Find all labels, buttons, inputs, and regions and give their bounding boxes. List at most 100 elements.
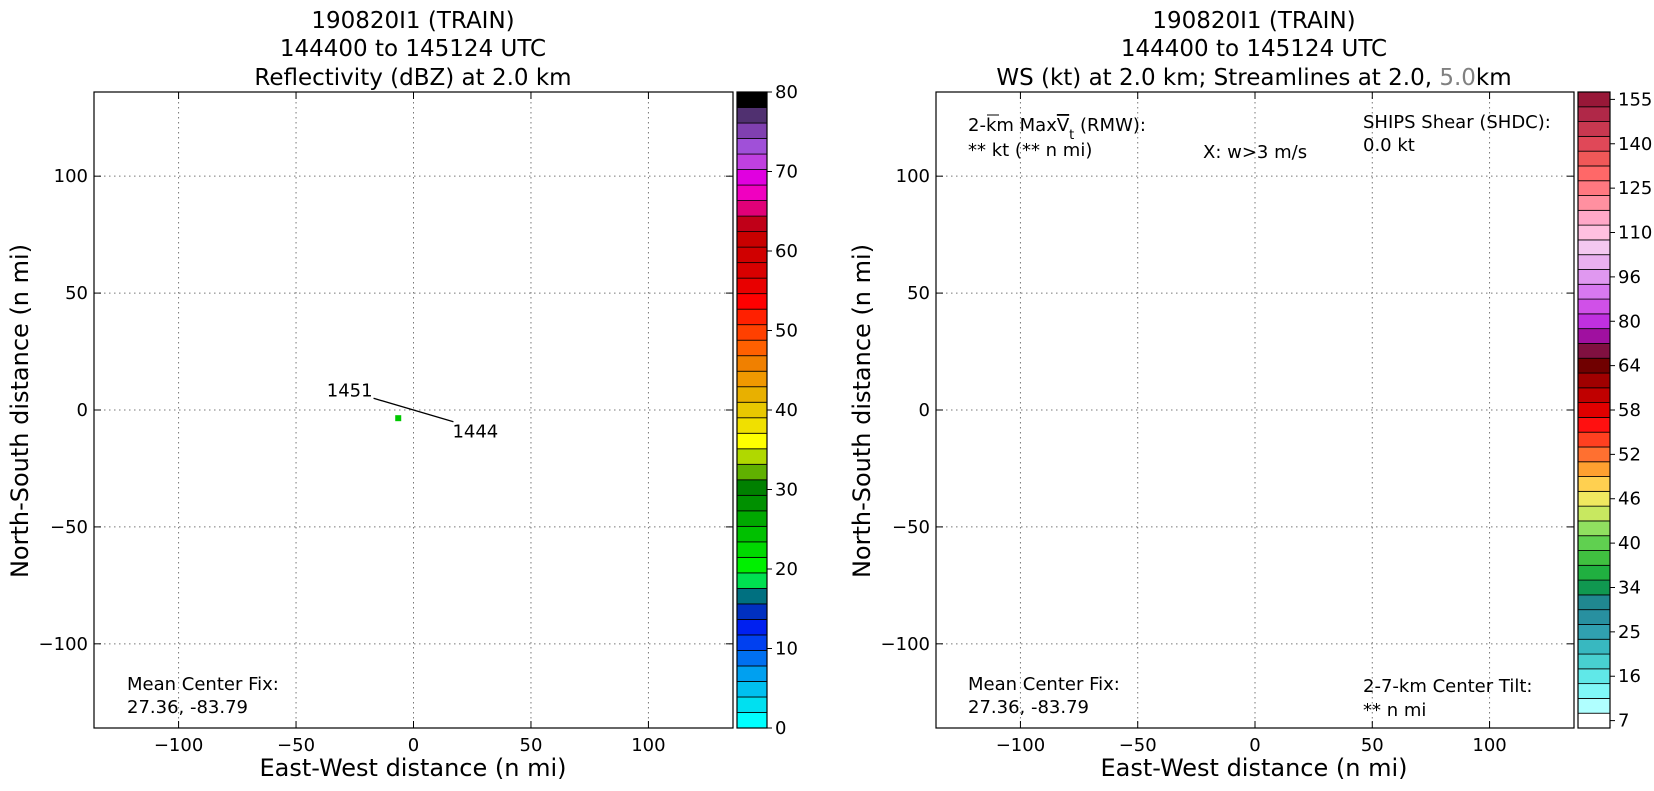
left-colorbar-bin-17 [736, 448, 768, 465]
right-colorbar-bin-25 [1577, 343, 1611, 359]
right-colorbar-bin-38 [1577, 150, 1611, 167]
left-colorbar-tick-label: 20 [775, 559, 798, 580]
left-colorbar-bin-38 [736, 122, 768, 139]
right-colorbar-bin-35 [1577, 195, 1611, 211]
right-colorbar-bin-13 [1577, 520, 1611, 537]
right-colorbar-bin-29 [1577, 283, 1611, 300]
right-y-tick-label: −50 [892, 517, 930, 538]
left-colorbar-bin-18 [736, 432, 768, 450]
track-start-label: 1451 [327, 380, 373, 401]
right-colorbar-bin-23 [1577, 372, 1611, 389]
right-colorbar-bin-22 [1577, 387, 1611, 404]
right-colorbar-tick-label: 96 [1618, 267, 1641, 288]
right-colorbar-tick-label: 40 [1618, 533, 1641, 554]
right-y-tick-label: 100 [896, 166, 930, 187]
right-colorbar-bin-24 [1577, 357, 1611, 374]
right-colorbar-bin-8 [1577, 594, 1611, 611]
right-ticks: −100 −50 0 50 100 −100 −50 0 50 100 [881, 92, 1574, 756]
right-colorbar-tick-label: 52 [1618, 444, 1641, 465]
left-x-tick-label: −50 [277, 735, 315, 756]
track-end-label: 1444 [452, 422, 498, 443]
right-y-tick-label: 50 [907, 283, 930, 304]
right-x-tick-label: 0 [1249, 735, 1260, 756]
right-colorbar-bin-18 [1577, 446, 1611, 463]
right-colorbar-bin-20 [1577, 416, 1611, 433]
left-colorbar-bin-0 [736, 712, 768, 729]
right-colorbar-bin-7 [1577, 609, 1611, 625]
right-plot-frame [935, 91, 1575, 729]
left-colorbar-bin-35 [736, 169, 768, 186]
right-title-line3-prefix: WS (kt) at 2.0 km; Streamlines at 2.0, [996, 65, 1439, 91]
left-colorbar-bin-16 [736, 463, 768, 481]
left-colorbar-bin-20 [736, 401, 768, 419]
left-y-tick-label: 0 [77, 400, 88, 421]
left-colorbar-bin-27 [736, 293, 768, 310]
right-colorbar-bin-42 [1577, 91, 1611, 108]
left-colorbar-bin-25 [736, 324, 768, 341]
right-x-tick-label: 100 [1472, 735, 1506, 756]
left-colorbar-bin-23 [736, 355, 768, 372]
left-colorbar-tick-label: 30 [775, 480, 798, 501]
left-colorbar-bin-29 [736, 262, 768, 279]
right-colorbar-bin-3 [1577, 668, 1611, 685]
right-title-line2: 144400 to 145124 UTC [1121, 36, 1387, 62]
right-colorbar-bin-36 [1577, 180, 1611, 196]
left-colorbar-bin-21 [736, 386, 768, 403]
right-colorbar-tick-label: 34 [1618, 577, 1641, 598]
left-colorbar-bin-30 [736, 246, 768, 264]
right-colorbar-bin-37 [1577, 165, 1611, 182]
left-colorbar-tick-label: 10 [775, 639, 798, 660]
maxvt-value: ** kt (** n mi) [968, 140, 1092, 161]
left-plot-frame [93, 91, 734, 729]
maxvt-subscript: t [1069, 128, 1074, 143]
left-title-line1: 190820I1 (TRAIN) [311, 8, 514, 34]
left-colorbar-bin-39 [736, 107, 768, 124]
right-colorbar-bin-2 [1577, 683, 1611, 699]
left-colorbar-bin-26 [736, 308, 768, 326]
right-colorbar-tick-label: 46 [1618, 489, 1641, 510]
left-y-tick-label: 50 [65, 283, 88, 304]
maxvt-suffix: (RMW): [1074, 115, 1146, 136]
left-colorbar-bin-5 [736, 634, 768, 651]
shear-value: 0.0 kt [1363, 135, 1415, 156]
right-colorbar-tick-label: 16 [1618, 666, 1641, 687]
right-colorbar-bin-27 [1577, 313, 1611, 330]
right-colorbar-bin-16 [1577, 476, 1611, 492]
reflectivity-colorbar: 0 10 20 30 40 50 60 70 80 [736, 82, 798, 739]
left-x-tick-label: 50 [520, 735, 543, 756]
storm-track-line [373, 397, 454, 423]
right-title-line1: 190820I1 (TRAIN) [1152, 8, 1355, 34]
left-colorbar-tick-label: 40 [775, 400, 798, 421]
left-ticks: −100 −50 0 50 100 −100 −50 0 50 100 [39, 92, 733, 756]
left-y-tick-label: −50 [50, 517, 88, 538]
left-colorbar-bin-22 [736, 370, 768, 388]
right-colorbar-bin-21 [1577, 402, 1611, 418]
right-y-tick-label: −100 [881, 634, 930, 655]
reflectivity-panel: 190820I1 (TRAIN) 144400 to 145124 UTC Re… [6, 8, 798, 782]
right-colorbar-bin-39 [1577, 135, 1611, 152]
right-colorbar-tick-label: 25 [1618, 622, 1641, 643]
right-colorbar-bin-1 [1577, 698, 1611, 714]
maxvt-prefix: 2-km Max [968, 115, 1057, 136]
right-colorbar-bin-34 [1577, 209, 1611, 226]
right-colorbar-bin-11 [1577, 550, 1611, 566]
left-grid [94, 92, 733, 728]
left-colorbar-bin-14 [736, 494, 768, 512]
right-x-tick-label: −100 [996, 735, 1045, 756]
right-x-tick-label: 50 [1361, 735, 1384, 756]
right-colorbar-tick-label: 140 [1618, 134, 1652, 155]
left-colorbar-bin-31 [736, 231, 768, 248]
w-note: X: w>3 m/s [1203, 142, 1307, 163]
left-colorbar-bin-19 [736, 417, 768, 434]
right-colorbar-bin-28 [1577, 298, 1611, 315]
right-colorbar-bin-9 [1577, 579, 1611, 596]
right-y-axis-label: North-South distance (n mi) [848, 244, 876, 578]
left-colorbar-bin-11 [736, 541, 768, 558]
maxvt-label: 2-km MaxVt (RMW): [968, 115, 1146, 143]
storm-track: 1451 1444 [327, 380, 499, 442]
wind-speed-panel: 190820I1 (TRAIN) 144400 to 145124 UTC WS… [848, 8, 1652, 782]
right-colorbar-bin-4 [1577, 653, 1611, 670]
right-colorbar-bin-32 [1577, 239, 1611, 256]
left-colorbar-bin-6 [736, 619, 768, 636]
